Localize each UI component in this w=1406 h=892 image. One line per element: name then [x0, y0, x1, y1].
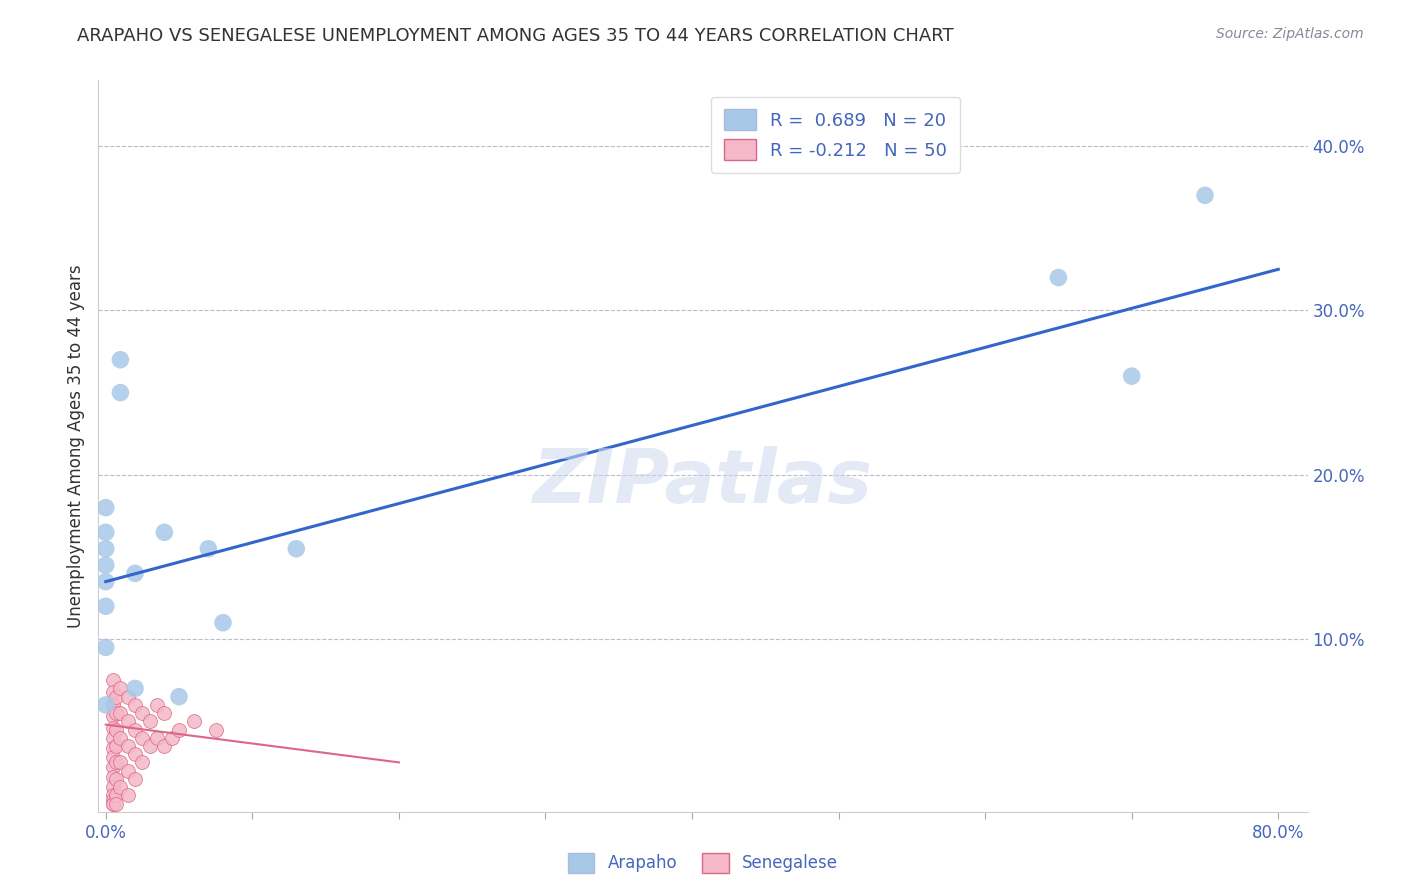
Point: [131, 706, 153, 720]
Point: [105, 756, 128, 770]
Legend: R =  0.689   N = 20, R = -0.212   N = 50: R = 0.689 N = 20, R = -0.212 N = 50: [711, 96, 960, 173]
Point: [110, 731, 132, 745]
Point: [101, 789, 124, 803]
Point: [94, 558, 117, 573]
Point: [101, 780, 124, 794]
Point: [101, 721, 124, 735]
Point: [110, 681, 132, 696]
Point: [183, 714, 205, 729]
Point: [101, 731, 124, 745]
Point: [124, 747, 146, 762]
Point: [101, 673, 124, 688]
Point: [138, 739, 160, 753]
Point: [101, 684, 124, 698]
Point: [117, 789, 139, 803]
Point: [101, 698, 124, 712]
Point: [94, 525, 117, 540]
Point: [131, 731, 153, 745]
Point: [101, 797, 124, 811]
Point: [105, 690, 128, 704]
Point: [94, 698, 117, 712]
Y-axis label: Unemployment Among Ages 35 to 44 years: Unemployment Among Ages 35 to 44 years: [67, 264, 86, 628]
Point: [101, 740, 124, 755]
Point: [105, 772, 128, 786]
Point: [153, 739, 176, 753]
Point: [212, 615, 235, 630]
Point: [197, 541, 219, 556]
Text: ZIPatlas: ZIPatlas: [533, 446, 873, 519]
Point: [110, 780, 132, 794]
Point: [1047, 270, 1070, 285]
Point: [124, 723, 146, 737]
Point: [101, 770, 124, 784]
Legend: Arapaho, Senegalese: Arapaho, Senegalese: [561, 847, 845, 880]
Text: ARAPAHO VS SENEGALESE UNEMPLOYMENT AMONG AGES 35 TO 44 YEARS CORRELATION CHART: ARAPAHO VS SENEGALESE UNEMPLOYMENT AMONG…: [77, 27, 953, 45]
Point: [117, 690, 139, 704]
Point: [101, 797, 124, 811]
Point: [138, 714, 160, 729]
Point: [117, 739, 139, 753]
Point: [124, 772, 146, 786]
Point: [117, 714, 139, 729]
Point: [94, 541, 117, 556]
Point: [110, 352, 132, 367]
Point: [153, 706, 176, 720]
Point: [94, 599, 117, 614]
Point: [204, 723, 226, 737]
Point: [160, 731, 183, 745]
Point: [101, 793, 124, 807]
Text: Source: ZipAtlas.com: Source: ZipAtlas.com: [1216, 27, 1364, 41]
Point: [110, 385, 132, 400]
Point: [124, 566, 146, 581]
Point: [167, 723, 190, 737]
Point: [101, 750, 124, 764]
Point: [105, 797, 128, 811]
Point: [124, 698, 146, 712]
Point: [167, 690, 190, 704]
Point: [153, 525, 176, 540]
Point: [101, 760, 124, 774]
Point: [146, 731, 169, 745]
Point: [131, 756, 153, 770]
Point: [124, 681, 146, 696]
Point: [105, 739, 128, 753]
Point: [285, 541, 308, 556]
Point: [105, 789, 128, 803]
Point: [1121, 369, 1143, 384]
Point: [105, 723, 128, 737]
Point: [94, 574, 117, 589]
Point: [101, 709, 124, 723]
Point: [110, 756, 132, 770]
Point: [117, 764, 139, 778]
Point: [94, 640, 117, 655]
Point: [94, 500, 117, 515]
Point: [146, 698, 169, 712]
Point: [105, 706, 128, 720]
Point: [110, 706, 132, 720]
Point: [1194, 188, 1216, 202]
